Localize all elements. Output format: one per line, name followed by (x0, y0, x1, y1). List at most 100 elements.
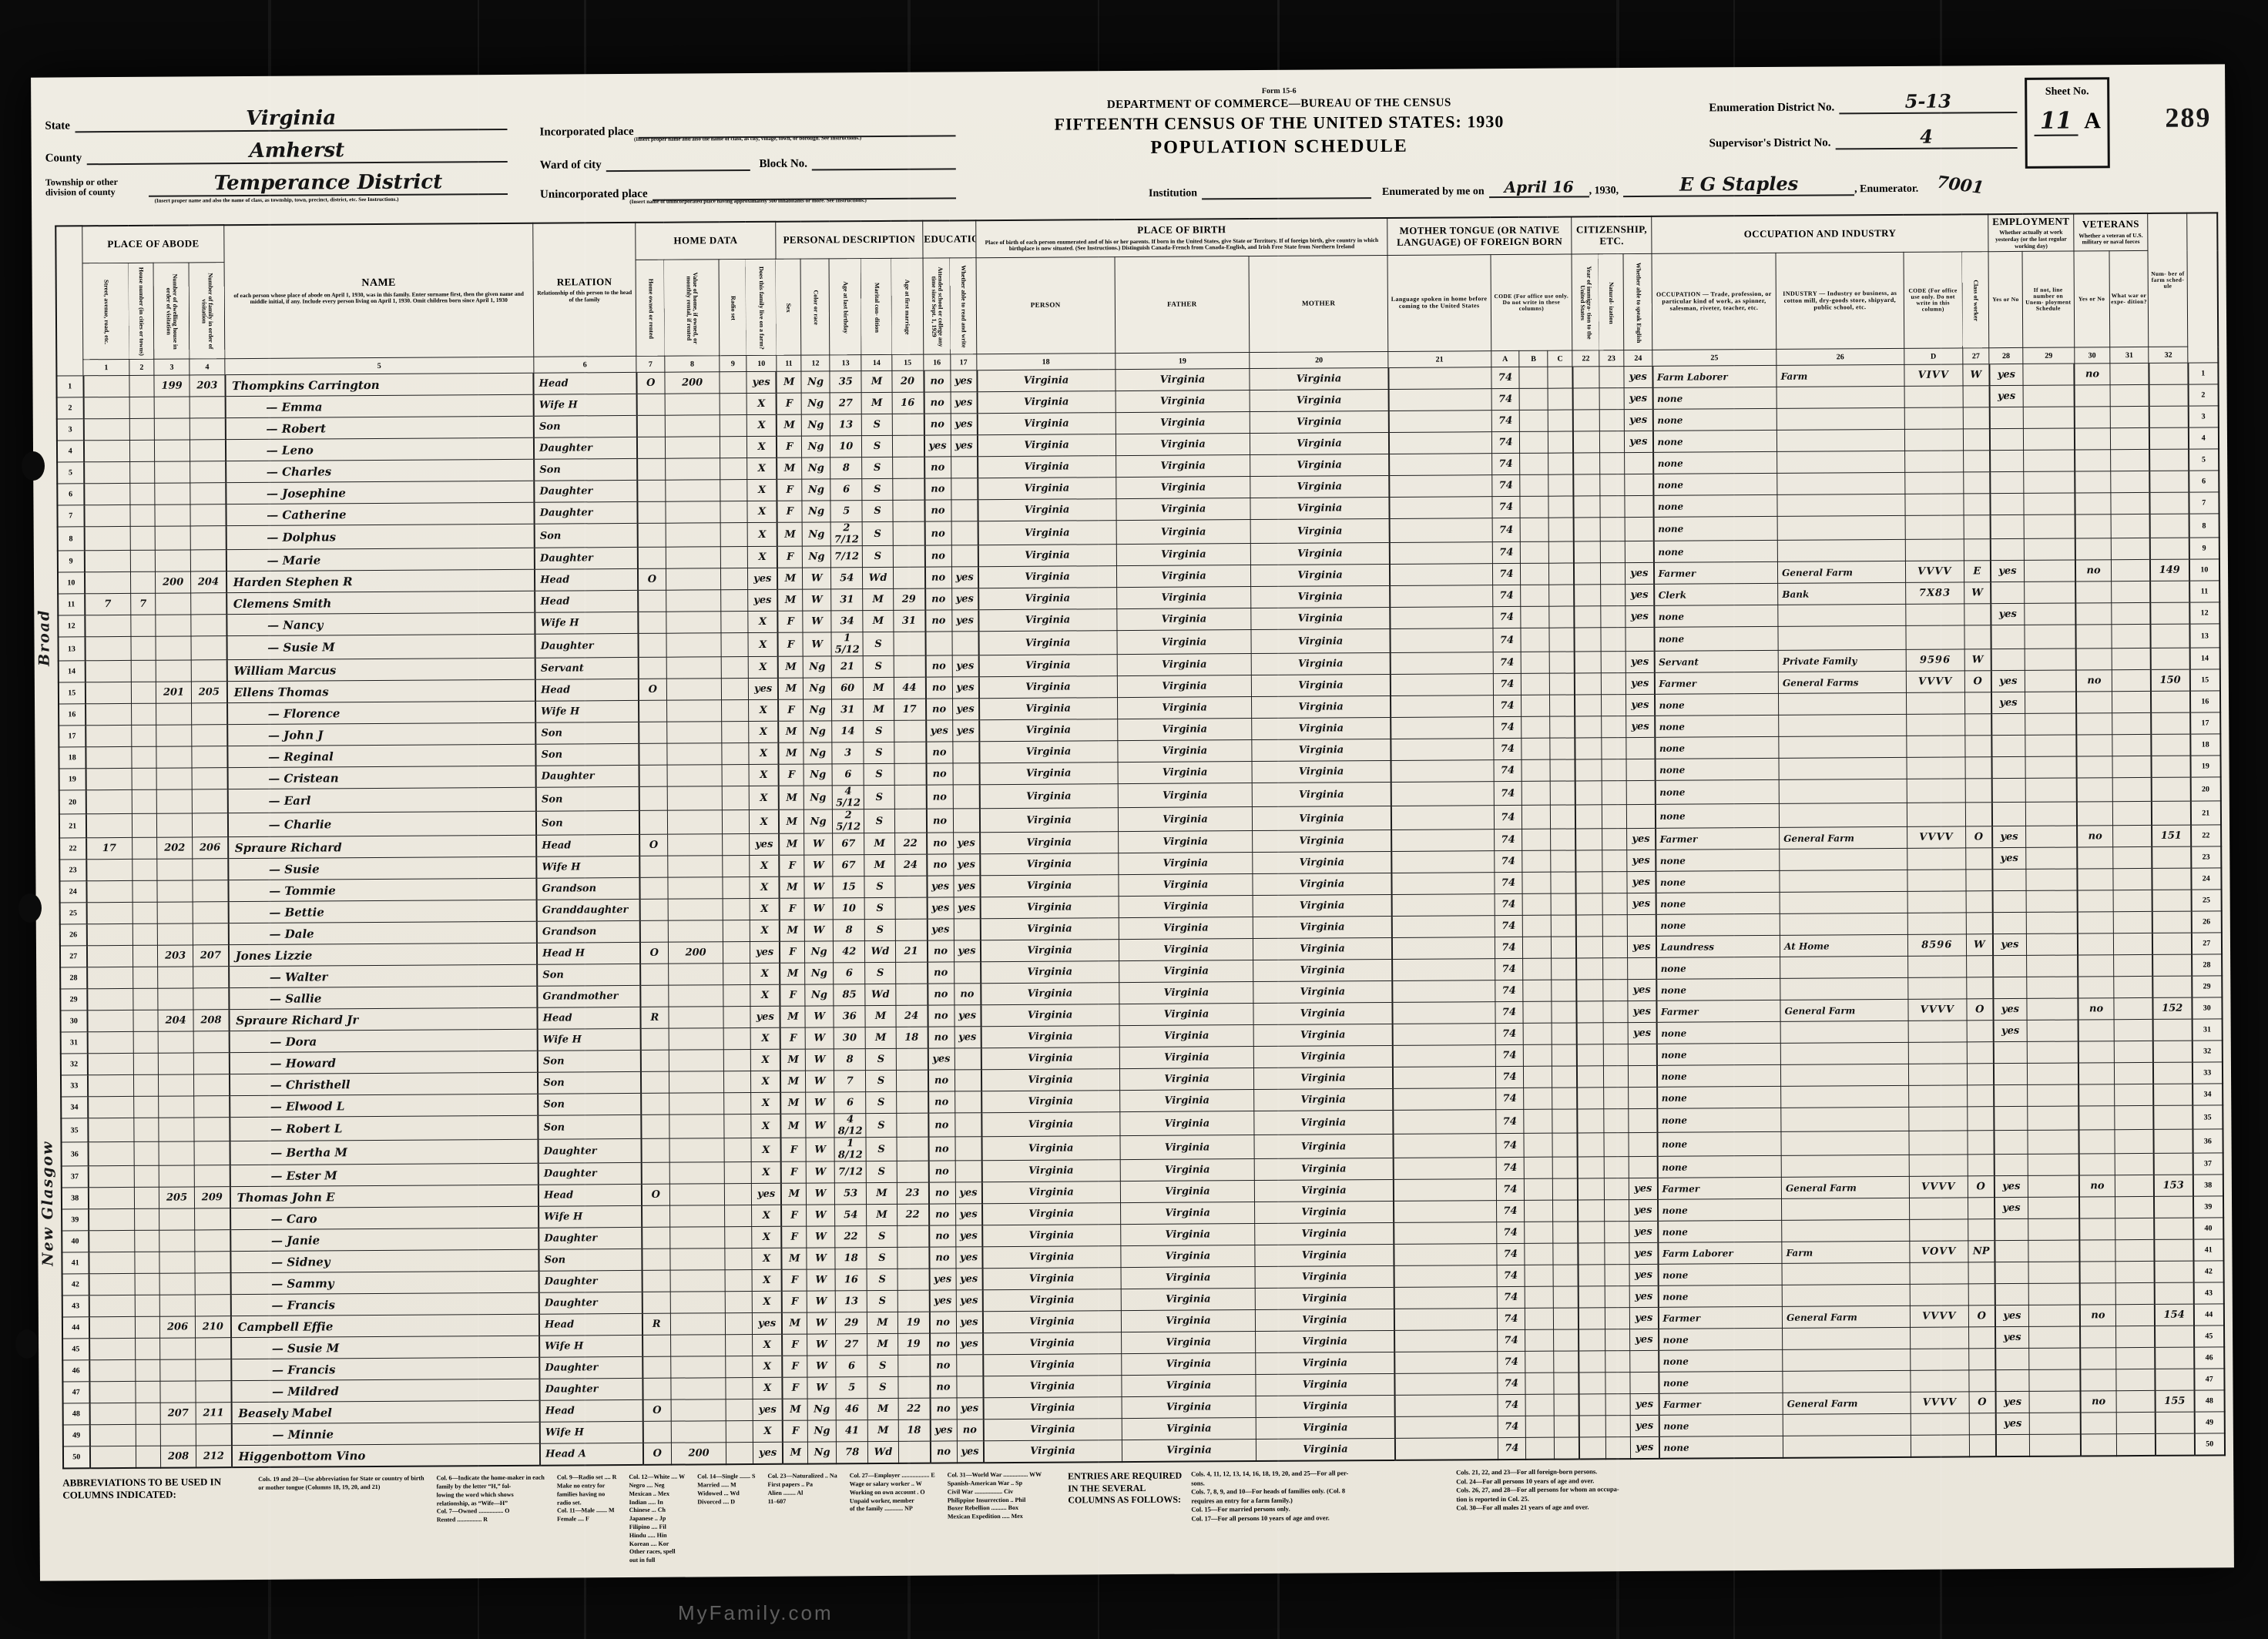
cell (1391, 937, 1495, 960)
column-number: 20 (1250, 351, 1388, 369)
cell (2075, 602, 2112, 625)
cell (669, 1269, 726, 1292)
cell: F (782, 1377, 808, 1399)
cell: — Walter (228, 964, 538, 988)
cell (1601, 759, 1627, 781)
cell: 54 (834, 1204, 867, 1227)
cell (2077, 868, 2113, 891)
cell: O (637, 568, 666, 591)
cell (2025, 713, 2077, 736)
cell (1603, 1108, 1629, 1133)
cell (129, 526, 156, 551)
cell: Virginia (977, 477, 1116, 500)
cell (86, 813, 133, 838)
cell: Farmer (1657, 1177, 1782, 1200)
cell: — Bettie (228, 900, 537, 923)
cell (2023, 407, 2075, 429)
cell (2024, 514, 2076, 539)
line-number: 25 (59, 902, 87, 925)
cell (155, 504, 191, 527)
cell: Wife H (539, 1421, 643, 1444)
cell: Spraure Richard (227, 835, 537, 859)
cell: Laundress (1656, 935, 1780, 958)
cell: — Bertha M (230, 1139, 538, 1165)
cell: W (807, 1248, 836, 1270)
cell (723, 1006, 750, 1028)
cell: X (750, 1027, 781, 1050)
cell (1394, 1308, 1498, 1331)
cell (1963, 407, 1990, 430)
cell (1548, 388, 1573, 411)
cell (2076, 691, 2112, 714)
column-number: 7 (636, 356, 665, 373)
cell: yes (927, 919, 954, 941)
cell (190, 482, 226, 505)
cell: M (778, 742, 804, 765)
cell: VIVV (1904, 364, 1963, 387)
cell: yes (1629, 1285, 1659, 1308)
cell (1524, 1178, 1553, 1201)
cell: W (804, 855, 833, 877)
cell: Virginia (1253, 1067, 1393, 1090)
cell (159, 1230, 195, 1252)
cell: M (780, 1071, 806, 1093)
cell (1600, 562, 1626, 585)
cell (131, 725, 156, 747)
cell: General Farm (1779, 826, 1907, 850)
cell: Head H (537, 942, 640, 965)
cell (723, 1092, 751, 1114)
cell: 208 (160, 1446, 196, 1468)
cell: no (2079, 1175, 2115, 1198)
cell (1964, 625, 1991, 650)
cell: M (783, 1399, 808, 1421)
line-number: 2 (2188, 384, 2219, 407)
cell (1628, 1044, 1657, 1066)
cell: X (747, 632, 779, 657)
cell (896, 1161, 929, 1183)
cell: 6 (835, 1355, 868, 1378)
cell: Virginia (1252, 782, 1391, 807)
cell: 202 (156, 837, 193, 860)
cell (2152, 1019, 2193, 1041)
cell (1551, 980, 1577, 1002)
cell: — Emma (225, 394, 534, 418)
cell (2115, 1369, 2156, 1391)
cell (1394, 1329, 1498, 1352)
cell (924, 632, 952, 656)
cell: yes (925, 720, 953, 742)
cell: W (806, 1114, 835, 1138)
cell: Virginia (1121, 1417, 1256, 1440)
cell (1393, 1243, 1497, 1266)
cell: Virginia (1251, 628, 1391, 654)
cell (1389, 518, 1492, 543)
cell (86, 1010, 133, 1032)
cell: Son (534, 458, 637, 481)
cell: X (750, 1114, 781, 1138)
cell: 207 (193, 944, 229, 967)
cell: 74 (1494, 829, 1523, 851)
cell (639, 877, 669, 900)
cell (1605, 1329, 1630, 1351)
column-header: VETERANS Whether a veteran of U.S. milita… (2073, 213, 2149, 252)
cell (159, 1338, 196, 1360)
cell: X (747, 656, 779, 679)
cell: W (804, 833, 833, 856)
line-number: 43 (62, 1295, 89, 1318)
cell: none (1652, 408, 1777, 431)
cell (720, 479, 747, 501)
cell: no (926, 833, 954, 855)
cell: no (2080, 1304, 2116, 1327)
cell (193, 987, 230, 1011)
cell (156, 859, 193, 881)
cell: Wife H (533, 394, 637, 417)
cell: X (750, 1071, 781, 1093)
cell (1602, 780, 1627, 805)
cell (1525, 1286, 1554, 1309)
cell (1605, 1415, 1631, 1437)
column-header: PLACE OF BIRTH Place of birth of each per… (975, 217, 1388, 258)
cell: no (926, 763, 953, 786)
cell (2110, 406, 2149, 428)
cell: Virginia (1252, 739, 1391, 762)
cell (2116, 1433, 2156, 1456)
cell: — Caro (230, 1206, 539, 1230)
